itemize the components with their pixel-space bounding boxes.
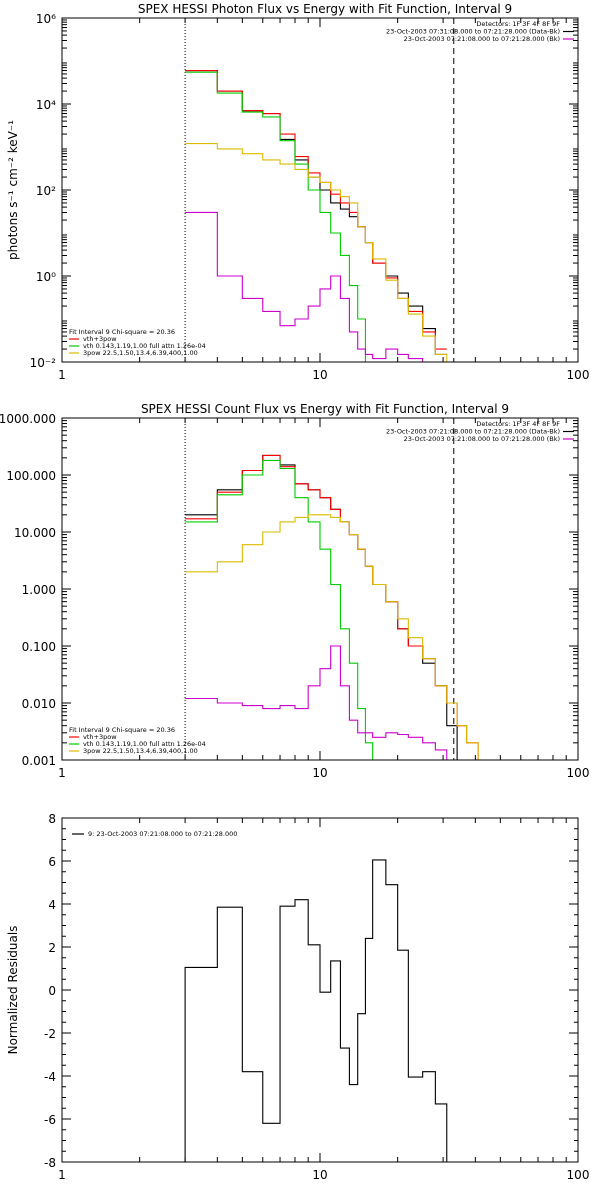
series-data [185,69,447,355]
series-vth [185,459,374,760]
y-tick-label: 0.001 [22,754,56,768]
y-axis-label: Normalized Residuals [6,926,20,1055]
y-tick-label: 100.000 [6,469,56,483]
chart-panel-1: SPEX HESSI Photon Flux vs Energy with Fi… [6,2,590,382]
series-bk [185,645,458,760]
x-tick-label: 1 [58,368,66,382]
info-text: 23-Oct-2003 07:21:08.000 to 07:21:28.000… [404,435,560,443]
y-tick-label: -2 [44,1027,56,1041]
y-tick-label: 10.000 [14,526,56,540]
y-tick-label: 10⁴ [36,98,56,112]
x-tick-label: 10 [312,1168,327,1182]
chart-title: SPEX HESSI Photon Flux vs Energy with Fi… [138,2,512,16]
x-tick-label: 100 [567,1168,590,1182]
y-tick-label: 10⁰ [36,270,56,284]
y-tick-label: 6 [48,855,56,869]
series-vth [185,71,374,362]
legend-label: 9: 23-Oct-2003 07:21:08.000 to 07:21:28.… [88,830,237,838]
x-tick-label: 100 [567,766,590,780]
series-residuals [184,859,458,1162]
y-tick-label: 0.100 [22,640,56,654]
series-vth-3pow [185,454,489,760]
info-text: Detectors: 1F 3F 4F 8F 9F [476,420,560,428]
y-tick-label: 10⁶ [36,12,56,26]
x-tick-label: 100 [567,368,590,382]
y-tick-label: 0.010 [22,697,56,711]
legend-label: vth 0.143,1.19,1.00 full attn 1.26e-04 [83,740,206,748]
plot-frame [61,417,579,761]
series-bk [185,211,447,362]
series-3pow [185,143,448,362]
y-tick-label: 0 [48,984,56,998]
chart-panel-3: Normalized Residuals 1 10 100 -8 -6 -4 -2 0 2 4 6 8 9… [6,812,589,1182]
legend-label: vth+3pow [83,335,117,343]
y-tick-label: 1000.000 [0,412,56,426]
y-tick-label: 4 [48,898,56,912]
legend-title: Fit Interval 9 Chi-square = 20.36 [69,726,175,734]
series-data [185,454,467,760]
chart-title: SPEX HESSI Count Flux vs Energy with Fit… [141,402,509,416]
plot-frame [61,817,579,1163]
series-3pow [185,514,489,760]
y-tick-label: 2 [48,941,56,955]
legend-label: 3pow 22.5,1.50,13.4,6.39,400,1.00 [83,747,198,755]
x-tick-label: 1 [58,766,66,780]
legend-label: vth+3pow [83,733,117,741]
legend-label: 3pow 22.5,1.50,13.4,6.39,400,1.00 [83,349,198,357]
x-tick-label: 10 [312,766,327,780]
legend-label: vth 0.143,1.19,1.00 full attn 1.26e-04 [83,342,206,350]
plot-frame [61,17,579,363]
y-tick-label: 8 [48,812,56,826]
y-tick-label: 10⁻² [30,356,57,370]
y-axis-label: photons s⁻¹ cm⁻² keV⁻¹ [6,120,20,260]
x-tick-label: 1 [58,1168,66,1182]
info-text: Detectors: 1F 3F 4F 8F 9F [476,20,560,28]
info-text: 23-Oct-2003 07:31:08.000 to 07:21:28.000… [386,28,560,36]
y-tick-label: 10² [36,184,56,198]
info-text: 23-Oct-2003 07:21:08.000 to 07:21:28.000… [404,35,560,43]
chart-panel-2: SPEX HESSI Count Flux vs Energy with Fit… [0,402,589,780]
y-tick-label: -8 [44,1156,56,1170]
y-tick-label: -4 [44,1070,56,1084]
series-vth-3pow [185,69,447,350]
y-tick-label: -6 [44,1113,56,1127]
x-tick-label: 10 [312,368,327,382]
info-text: 23-Oct-2003 07:21:08.000 to 07:21:28.000… [386,428,560,436]
legend-title: Fit Interval 9 Chi-square = 20.36 [69,328,175,336]
y-tick-label: 1.000 [22,583,56,597]
